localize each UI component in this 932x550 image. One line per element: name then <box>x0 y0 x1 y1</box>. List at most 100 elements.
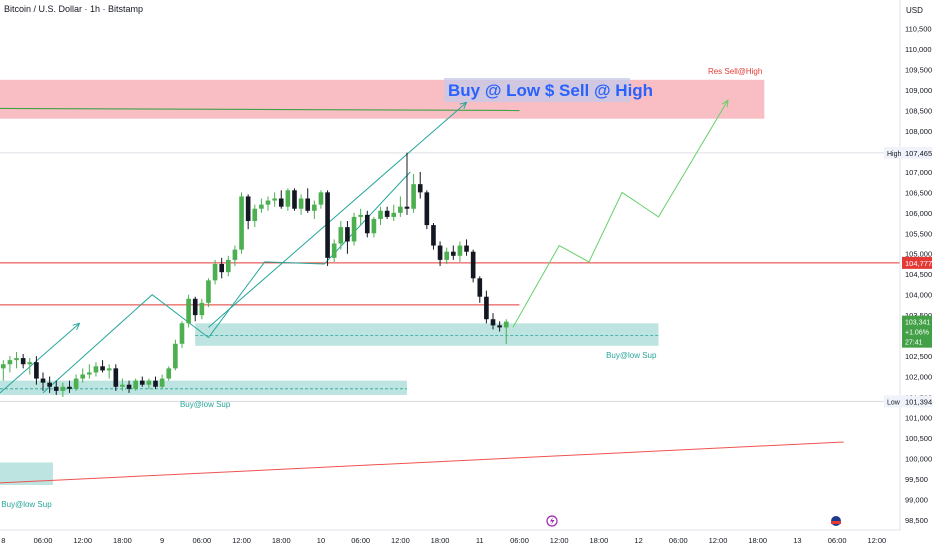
candle <box>278 190 284 209</box>
candle-body <box>272 198 277 201</box>
candle-body <box>120 384 125 387</box>
green-trend-line <box>0 107 520 112</box>
candle <box>232 245 238 267</box>
candle-body <box>417 184 423 193</box>
red-level-price-tag: 104,777 <box>905 259 932 268</box>
price-tick-label: 110,000 <box>905 45 932 54</box>
price-tick-label: 110,500 <box>905 25 932 34</box>
candle-body <box>318 192 324 205</box>
candle-body <box>285 190 291 207</box>
candle <box>133 378 138 391</box>
candle <box>47 376 52 393</box>
candle-body <box>371 218 377 234</box>
candle-body <box>450 251 456 256</box>
candle-body <box>73 378 79 389</box>
projection-arrowhead <box>721 99 729 108</box>
time-tick-label: 12:00 <box>391 536 410 545</box>
price-tick-label: 104,000 <box>905 291 932 300</box>
candle-body <box>133 380 138 389</box>
candle <box>212 259 218 285</box>
candle <box>351 212 357 246</box>
candle <box>331 239 337 262</box>
currency-label: USD <box>906 6 923 15</box>
candle-body <box>404 206 410 209</box>
candle-body <box>384 210 390 217</box>
resistance-zone <box>0 79 765 119</box>
price-tick-label: 104,500 <box>905 270 932 279</box>
candle <box>186 294 191 328</box>
candle <box>444 247 450 264</box>
candle-body <box>298 198 304 209</box>
candle <box>345 221 350 254</box>
candle-body <box>40 378 46 383</box>
price-tick-label: 102,000 <box>905 373 932 382</box>
time-tick-label: 06:00 <box>34 536 53 545</box>
candle <box>457 241 463 262</box>
candle-body <box>206 280 211 303</box>
buy-sup-label-3: Buy@low Sup <box>1 500 52 509</box>
candle-body <box>278 198 284 207</box>
price-axis: 98,500 99,000 99,500 100,000 100,500 101,000 1… <box>905 25 932 525</box>
time-tick-label: 8 <box>1 536 5 545</box>
candle-body <box>424 192 430 226</box>
support-zone-1 <box>0 380 407 395</box>
candle-body <box>53 386 59 391</box>
candle-body <box>139 380 145 385</box>
diagonal-up-line-1 <box>0 322 80 394</box>
candle-body <box>338 227 344 244</box>
candle-body <box>457 245 463 256</box>
low-label: Low <box>887 399 901 406</box>
candle <box>484 290 489 324</box>
candle-body <box>225 259 231 273</box>
zigzag-path <box>42 171 411 394</box>
candle <box>437 241 443 267</box>
candle <box>450 245 456 260</box>
candle <box>404 152 410 215</box>
buy-sup-label-2: Buy@low Sup <box>606 351 657 360</box>
price-tick-label: 106,000 <box>905 209 932 218</box>
price-tick-label: 102,500 <box>905 352 932 361</box>
time-tick-label: 12:00 <box>232 536 251 545</box>
candle-body <box>14 358 19 361</box>
candle <box>53 380 59 395</box>
candle <box>364 210 370 238</box>
candle-body <box>186 298 191 324</box>
candle-body <box>292 190 297 209</box>
candle <box>159 374 165 389</box>
candle-body <box>199 302 205 316</box>
price-tick-label: 103,500 <box>905 311 932 320</box>
price-tick-label: 108,500 <box>905 107 932 116</box>
banner-background <box>444 78 630 102</box>
candle-body <box>239 196 244 250</box>
candle-body <box>179 323 185 344</box>
candle <box>7 356 13 373</box>
candle-body <box>7 360 13 365</box>
candle <box>259 198 264 213</box>
candle <box>338 221 344 250</box>
candle-body <box>265 200 271 205</box>
candle-body <box>490 319 496 326</box>
time-tick-label: 18:00 <box>272 536 291 545</box>
last-price-change: +1.06% <box>905 330 929 337</box>
candle-body <box>312 204 317 211</box>
price-tick-label: 105,500 <box>905 229 932 238</box>
candle-body <box>146 380 152 385</box>
low-price-tag-bg <box>902 395 932 408</box>
candle <box>431 223 436 250</box>
time-tick-label: 06:00 <box>828 536 847 545</box>
candle <box>477 276 483 303</box>
candle <box>80 368 86 383</box>
candle <box>318 190 324 209</box>
candle <box>384 206 390 219</box>
candle <box>106 364 112 379</box>
candle <box>199 298 205 320</box>
candle <box>93 362 99 377</box>
high-label-bg <box>884 146 902 159</box>
time-tick-label: 06:00 <box>192 536 211 545</box>
price-tick-label: 106,500 <box>905 188 932 197</box>
candle <box>424 190 430 230</box>
candle <box>166 366 172 381</box>
support-zone-2 <box>195 323 659 346</box>
candle-body <box>159 378 165 387</box>
